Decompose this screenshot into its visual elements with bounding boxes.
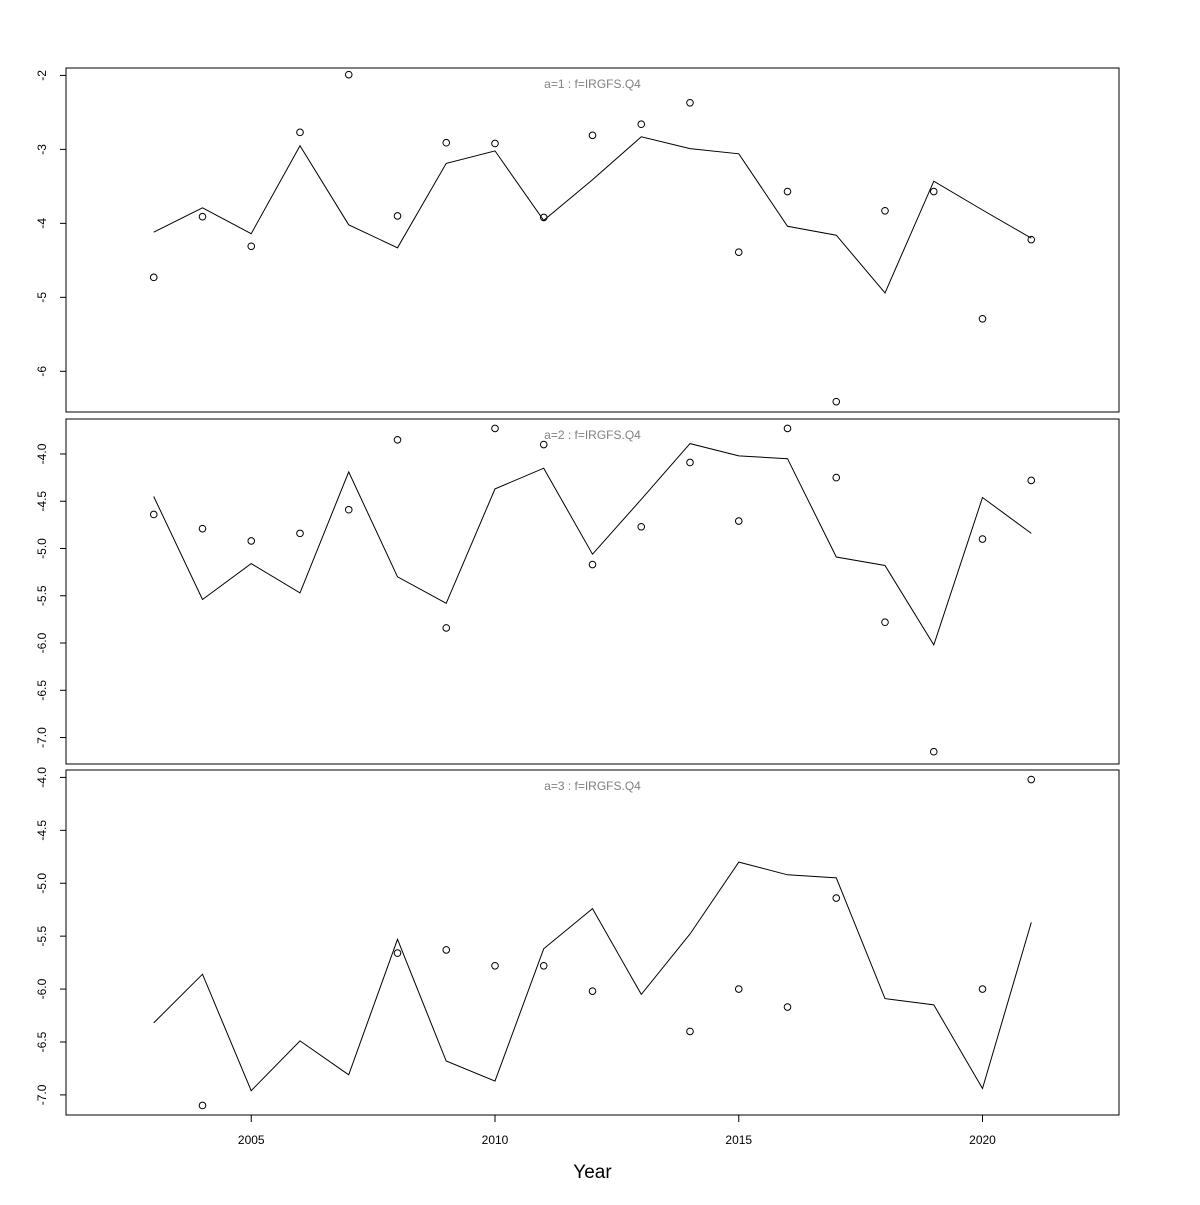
y-tick-label: -6	[35, 366, 49, 377]
panel-frame	[65, 67, 1120, 413]
y-tick-label: -2	[35, 70, 49, 81]
fitted-line	[153, 443, 1032, 647]
observed-point	[442, 946, 451, 954]
observed-point	[149, 510, 158, 519]
observed-point	[539, 213, 548, 222]
observed-point	[588, 560, 597, 569]
x-tick-label: 2010	[482, 1133, 509, 1147]
observed-point	[1027, 235, 1036, 244]
x-tick-label: 2015	[725, 1133, 752, 1147]
y-tick-label: -4.5	[35, 491, 49, 512]
y-tick-label: -6.0	[35, 632, 49, 653]
fitted-line	[153, 861, 1032, 1092]
observed-point	[491, 961, 499, 970]
observed-point	[296, 529, 304, 538]
y-tick-label: -7.0	[35, 727, 49, 748]
observed-point	[393, 435, 402, 444]
panel-title: a=2 : f=IRGFS.Q4	[544, 428, 641, 442]
panel-title: a=1 : f=IRGFS.Q4	[544, 77, 641, 91]
panel-frame	[65, 418, 1120, 765]
panel-1: a=1 : f=IRGFS.Q4 -2 -3 -4 -5 -6	[35, 67, 1120, 413]
observed-point	[832, 894, 841, 902]
observed-point	[881, 618, 889, 627]
observed-point	[393, 212, 402, 220]
x-axis-title: Year	[573, 1162, 612, 1183]
observed-point	[978, 535, 987, 543]
panel-3: a=3 : f=IRGFS.Q4 -4.0 -4.5 -5.0 -5.5 -6.0 -6.5…	[35, 767, 1120, 1116]
observed-point	[539, 440, 548, 449]
y-tick-label: -7.0	[35, 1084, 49, 1105]
y-tick-label: -4.5	[35, 820, 49, 841]
observed-point	[832, 473, 841, 482]
observed-point	[344, 70, 353, 79]
observed-point	[637, 120, 646, 129]
observed-point	[149, 273, 158, 282]
observed-point	[393, 949, 402, 957]
y-tick-label: -4.0	[35, 443, 49, 464]
x-tick-label: 2005	[238, 1133, 265, 1147]
observed-point	[783, 187, 792, 196]
observed-point	[686, 1027, 694, 1036]
observed-point	[296, 128, 304, 137]
observed-point	[881, 206, 889, 215]
y-tick-label: -6.0	[35, 978, 49, 999]
observed-point	[198, 524, 207, 533]
observed-point	[442, 624, 451, 632]
observed-point	[588, 131, 597, 140]
observed-point	[832, 397, 841, 406]
observed-point	[734, 248, 743, 257]
observed-point	[588, 987, 597, 995]
observed-point	[442, 138, 451, 147]
y-tick-label: -6.5	[35, 680, 49, 701]
y-tick-label: -5.0	[35, 873, 49, 894]
observed-point	[247, 537, 256, 545]
observed-point	[929, 747, 938, 756]
observed-point	[783, 424, 792, 433]
observed-point	[978, 314, 987, 323]
observed-point	[929, 187, 938, 196]
fitted-line	[153, 136, 1032, 294]
panel-2: a=2 : f=IRGFS.Q4 -4.0 -4.5 -5.0 -5.5 -6.0 -6.5…	[35, 418, 1120, 765]
observed-point	[198, 212, 207, 221]
observed-point	[686, 98, 694, 107]
observed-point	[198, 1101, 207, 1110]
observed-point	[539, 961, 548, 970]
y-tick-label: -3	[35, 144, 49, 155]
y-tick-label: -4	[35, 218, 49, 229]
panel-frame	[65, 769, 1120, 1116]
y-tick-label: -6.5	[35, 1031, 49, 1052]
observed-point	[1027, 775, 1036, 784]
observed-point	[734, 985, 743, 993]
observed-point	[247, 242, 256, 251]
observed-point	[1027, 476, 1036, 485]
observed-point	[734, 517, 743, 525]
y-tick-label: -5	[35, 292, 49, 303]
observed-point	[491, 424, 499, 433]
observed-point	[686, 458, 694, 467]
x-tick-label: 2020	[969, 1133, 996, 1147]
panel-title: a=3 : f=IRGFS.Q4	[544, 779, 641, 793]
observed-point	[783, 1003, 792, 1011]
observed-point	[344, 505, 353, 514]
observed-point	[491, 139, 499, 148]
y-tick-label: -5.5	[35, 925, 49, 946]
y-tick-label: -5.0	[35, 538, 49, 559]
y-tick-label: -5.5	[35, 585, 49, 606]
observed-point	[978, 985, 987, 993]
observed-point	[637, 522, 646, 531]
y-tick-label: -4.0	[35, 767, 49, 788]
